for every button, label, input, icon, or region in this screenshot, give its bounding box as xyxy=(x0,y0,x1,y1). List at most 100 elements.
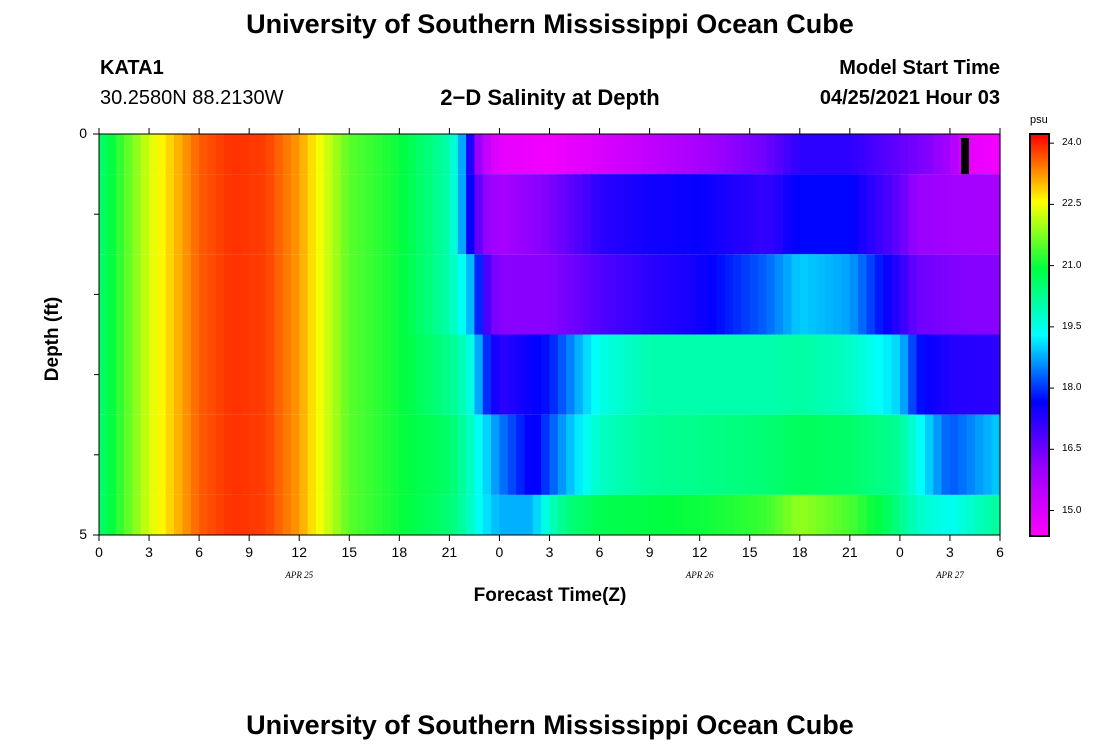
heatmap-cell xyxy=(390,494,400,535)
heatmap-cell xyxy=(632,134,642,175)
heatmap-cell xyxy=(849,254,859,335)
heatmap-cell xyxy=(591,254,601,335)
station-id: KATA1 xyxy=(100,57,164,79)
heatmap-cell xyxy=(232,414,242,495)
heatmap-cell xyxy=(908,494,918,535)
heatmap-cell xyxy=(816,134,826,175)
heatmap-cell xyxy=(190,494,200,535)
heatmap-cell xyxy=(841,254,851,335)
heatmap-cell xyxy=(282,334,292,415)
heatmap-cell xyxy=(466,414,476,495)
heatmap-cell xyxy=(182,174,192,255)
heatmap-cell xyxy=(916,494,926,535)
date-label: APR 27 xyxy=(936,570,964,580)
heatmap-cell xyxy=(666,174,676,255)
heatmap-cell xyxy=(824,134,834,175)
heatmap-cell xyxy=(607,334,617,415)
heatmap-cell xyxy=(482,254,492,335)
heatmap-cell xyxy=(899,334,909,415)
heatmap-cell xyxy=(274,134,284,175)
heatmap-cell xyxy=(499,414,509,495)
heatmap-cell xyxy=(699,174,709,255)
heatmap-cell xyxy=(933,334,943,415)
heatmap-cell xyxy=(641,174,651,255)
heatmap-cell xyxy=(616,174,626,255)
heatmap-cell xyxy=(482,494,492,535)
heatmap-cell xyxy=(374,134,384,175)
y-axis-title: Depth (ft) xyxy=(42,296,63,382)
heatmap-cell xyxy=(516,134,526,175)
heatmap-cell xyxy=(924,334,934,415)
heatmap-cell xyxy=(549,494,559,535)
heatmap-cell xyxy=(566,494,576,535)
heatmap-cell xyxy=(666,134,676,175)
heatmap-cell xyxy=(407,254,417,335)
heatmap-cell xyxy=(441,254,450,335)
heatmap-cell xyxy=(507,134,517,175)
heatmap-cell xyxy=(816,334,826,415)
heatmap-cell xyxy=(474,174,484,255)
heatmap-cell xyxy=(474,334,484,415)
heatmap-cell xyxy=(365,414,375,495)
heatmap-cell xyxy=(449,334,459,415)
heatmap-cell xyxy=(624,414,634,495)
heatmap-cell xyxy=(516,174,526,255)
heatmap-cell xyxy=(441,414,450,495)
heatmap-cell xyxy=(632,254,642,335)
heatmap-cell xyxy=(758,254,767,335)
heatmap-cell xyxy=(265,334,275,415)
heatmap-cell xyxy=(124,414,133,495)
x-tick-label: 6 xyxy=(996,544,1004,560)
heatmap-cell xyxy=(741,414,751,495)
heatmap-cell xyxy=(174,134,184,175)
heatmap-cell xyxy=(774,494,784,535)
heatmap-cell xyxy=(908,414,918,495)
heatmap-cell xyxy=(157,334,167,415)
heatmap-cell xyxy=(749,254,759,335)
heatmap-cell xyxy=(224,414,234,495)
heatmap-cell xyxy=(457,254,467,335)
heatmap-cell xyxy=(841,134,851,175)
heatmap-cell xyxy=(149,174,158,255)
heatmap-cell xyxy=(766,494,776,535)
heatmap-cell xyxy=(115,334,125,415)
heatmap-cell xyxy=(833,174,843,255)
heatmap-cell xyxy=(924,254,934,335)
heatmap-cell xyxy=(157,414,167,495)
heatmap-cell xyxy=(549,334,559,415)
heatmap-cell xyxy=(849,134,859,175)
heatmap-cell xyxy=(324,174,334,255)
heatmap-cell xyxy=(908,174,918,255)
heatmap-cell xyxy=(466,494,476,535)
heatmap-cell xyxy=(349,414,359,495)
model-start-value: 04/25/2021 Hour 03 xyxy=(819,87,1000,109)
heatmap-cell xyxy=(99,174,108,255)
heatmap-cell xyxy=(416,134,425,175)
heatmap-cell xyxy=(833,134,843,175)
heatmap-cell xyxy=(883,494,893,535)
heatmap-cell xyxy=(390,254,400,335)
heatmap-cell xyxy=(307,174,317,255)
heatmap-cell xyxy=(290,334,300,415)
heatmap-cell xyxy=(841,334,851,415)
x-tick-label: 15 xyxy=(341,544,358,560)
heatmap-cell xyxy=(724,254,734,335)
heatmap-cell xyxy=(716,334,726,415)
heatmap-cell xyxy=(708,254,717,335)
heatmap-cell xyxy=(541,494,551,535)
heatmap-cell xyxy=(733,414,742,495)
heatmap-cell xyxy=(399,254,409,335)
heatmap-cell xyxy=(682,174,692,255)
heatmap-cell xyxy=(174,334,184,415)
x-tick-label: 0 xyxy=(495,544,504,560)
heatmap-cell xyxy=(699,134,709,175)
heatmap-cell xyxy=(691,494,701,535)
heatmap-cell xyxy=(491,334,501,415)
heatmap-cell xyxy=(758,174,767,255)
heatmap-cell xyxy=(666,254,676,335)
heatmap-cell xyxy=(624,494,634,535)
heatmap-cell xyxy=(282,494,292,535)
heatmap-cell xyxy=(557,334,567,415)
heatmap-cell xyxy=(958,334,968,415)
